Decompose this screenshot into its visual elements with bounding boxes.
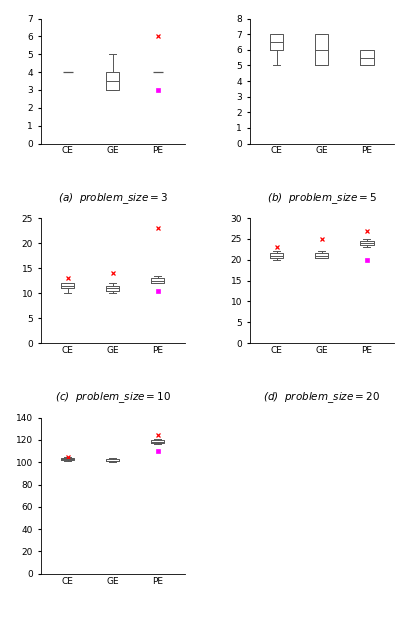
Title: (b)  $problem\_size = 5$: (b) $problem\_size = 5$	[266, 191, 376, 206]
Title: (d)  $problem\_size = 20$: (d) $problem\_size = 20$	[262, 391, 379, 405]
Title: (a)  $problem\_size = 3$: (a) $problem\_size = 3$	[58, 191, 167, 206]
Title: (c)  $problem\_size = 10$: (c) $problem\_size = 10$	[55, 391, 170, 405]
